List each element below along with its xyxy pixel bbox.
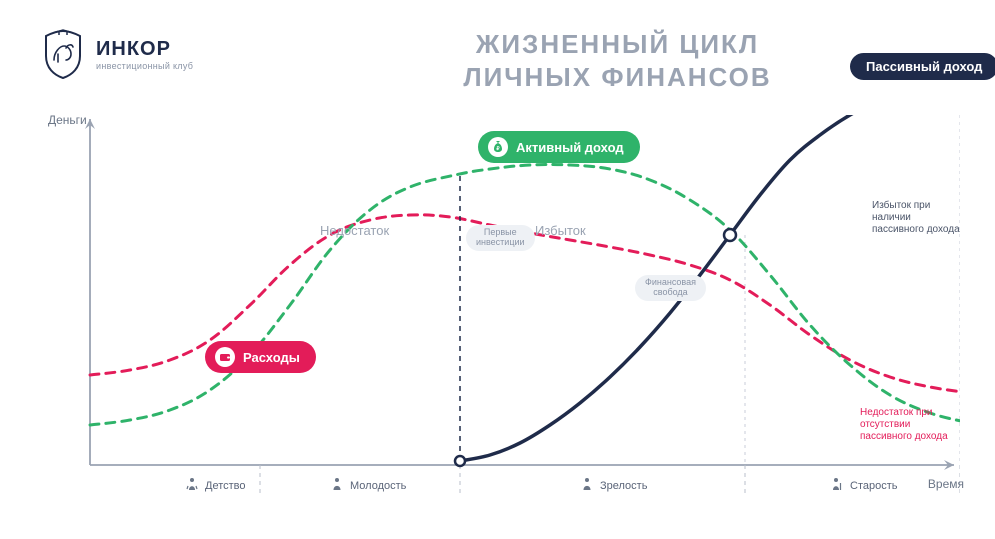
brand-name: ИНКОР	[96, 38, 193, 61]
life-stage-label: Детство	[205, 480, 246, 492]
expenses-label: Расходы	[243, 350, 300, 365]
wallet-icon	[215, 347, 235, 367]
person-icon	[185, 477, 199, 494]
life-stage-label: Старость	[850, 480, 897, 492]
shield-icon	[40, 28, 86, 80]
money-bag-icon: ₽	[488, 137, 508, 157]
y-axis-label: Деньги	[48, 113, 87, 127]
shortfall-without-passive-note: Недостаток при отсутствиипассивного дохо…	[860, 407, 960, 443]
shortfall-label: Недостаток	[320, 223, 389, 238]
title-line-1: ЖИЗНЕННЫЙ ЦИКЛ	[300, 28, 935, 61]
logo: ИНКОР инвестиционный клуб	[40, 28, 193, 80]
surplus-with-passive-note: Избыток при наличиипассивного дохода	[872, 200, 960, 236]
logo-text: ИНКОР инвестиционный клуб	[96, 38, 193, 71]
active-income-label: Активный доход	[516, 140, 624, 155]
x-axis-label: Время	[928, 477, 964, 491]
life-stage-label: Зрелость	[600, 480, 647, 492]
life-stage: Молодость	[330, 477, 406, 494]
active-income-pill: ₽ Активный доход	[478, 131, 640, 163]
passive-income-pill: Пассивный доход	[850, 53, 995, 80]
chart-svg	[40, 115, 960, 515]
financial-freedom-tag: Финансоваясвобода	[635, 275, 706, 301]
person-icon	[580, 477, 594, 494]
life-stage-label: Молодость	[350, 480, 406, 492]
expenses-pill: Расходы	[205, 341, 316, 373]
life-stage: Зрелость	[580, 477, 647, 494]
passive-income-label: Пассивный доход	[866, 59, 982, 74]
person-icon	[330, 477, 344, 494]
infographic-root: ИНКОР инвестиционный клуб ЖИЗНЕННЫЙ ЦИКЛ…	[0, 0, 995, 539]
brand-subtitle: инвестиционный клуб	[96, 61, 193, 71]
life-stage: Старость	[830, 477, 897, 494]
life-stage: Детство	[185, 477, 246, 494]
surplus-label: Избыток	[535, 223, 586, 238]
title-line-2: ЛИЧНЫХ ФИНАНСОВ	[300, 61, 935, 94]
first-investments-tag: Первыеинвестиции	[466, 225, 535, 251]
person-icon	[830, 477, 844, 494]
chart-area: Деньги Время Расходы ₽ Активный доход Па…	[40, 115, 960, 515]
page-title: ЖИЗНЕННЫЙ ЦИКЛ ЛИЧНЫХ ФИНАНСОВ	[300, 28, 935, 93]
